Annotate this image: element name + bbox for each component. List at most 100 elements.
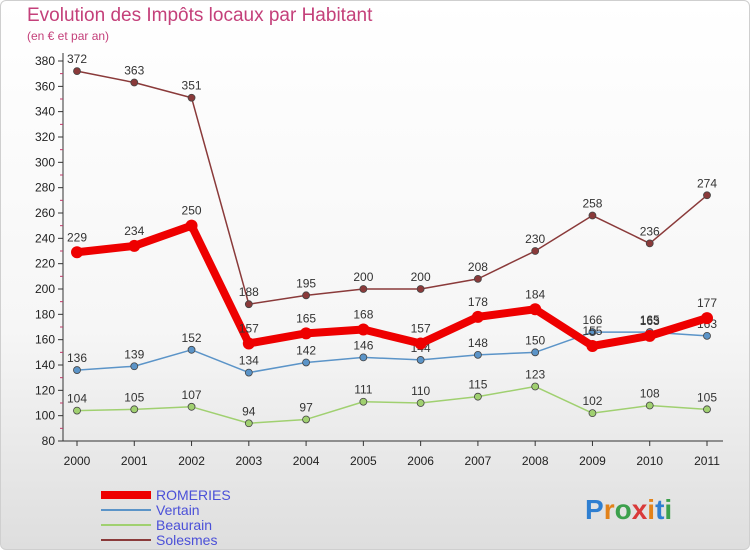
data-point — [414, 337, 427, 350]
x-tick-label: 2008 — [522, 454, 549, 468]
y-tick-label: 100 — [35, 409, 55, 423]
x-tick-label: 2010 — [636, 454, 663, 468]
data-point — [130, 78, 139, 87]
data-label: 139 — [124, 347, 144, 361]
data-label: 165 — [296, 311, 316, 325]
legend-item-beaurain: Beaurain — [101, 517, 212, 533]
y-tick-label: 300 — [35, 155, 55, 169]
y-tick-label: 140 — [35, 358, 55, 372]
data-label: 97 — [299, 400, 313, 414]
data-label: 178 — [468, 295, 488, 309]
data-label: 372 — [67, 52, 87, 66]
y-tick-label: 280 — [35, 181, 55, 195]
data-label: 142 — [296, 343, 316, 357]
data-point — [474, 392, 482, 401]
data-label: 105 — [697, 390, 717, 404]
data-point — [643, 329, 656, 342]
y-tick-label: 180 — [35, 307, 55, 321]
data-label: 230 — [525, 232, 545, 246]
data-point — [73, 366, 81, 374]
data-point — [531, 348, 540, 357]
data-label: 102 — [582, 394, 602, 408]
data-point — [359, 285, 368, 293]
legend-label: ROMERIES — [156, 487, 231, 503]
x-tick-label: 2003 — [235, 454, 262, 468]
data-label: 363 — [124, 64, 144, 78]
legend-item-vertain: Vertain — [101, 502, 200, 518]
data-label: 152 — [182, 331, 202, 345]
data-label: 184 — [525, 287, 545, 301]
data-point — [185, 219, 198, 232]
data-point — [416, 356, 425, 364]
data-point — [130, 405, 139, 414]
legend-item-solesmes: Solesmes — [101, 532, 217, 548]
series-line — [76, 331, 708, 374]
data-point — [703, 331, 711, 340]
x-tick-label: 2005 — [350, 454, 377, 468]
y-tick-label: 240 — [35, 231, 55, 245]
data-label: 168 — [353, 308, 373, 322]
logo-letter: P — [585, 494, 604, 525]
data-point — [187, 93, 196, 102]
data-point — [588, 211, 597, 220]
data-label: 123 — [525, 368, 545, 382]
logo-letter: i — [664, 494, 672, 525]
data-label: 166 — [582, 313, 602, 327]
data-point — [244, 419, 253, 428]
data-label: 258 — [582, 197, 602, 211]
data-label: 274 — [697, 176, 717, 190]
logo-letter: i — [647, 494, 655, 525]
data-label: 208 — [468, 260, 488, 274]
data-label: 105 — [124, 390, 144, 404]
x-tick-label: 2002 — [178, 454, 205, 468]
data-label: 188 — [239, 285, 259, 299]
x-tick-label: 2009 — [579, 454, 606, 468]
x-tick-label: 2000 — [64, 454, 91, 468]
x-tick-label: 2001 — [121, 454, 148, 468]
y-tick-label: 80 — [42, 434, 56, 448]
chart-title: Evolution des Impôts locaux par Habitant — [27, 5, 373, 26]
data-point — [471, 310, 484, 323]
data-label: 110 — [411, 384, 430, 398]
series-beaurain: 104 105 107 94 97 111 110 115 123 102 108 105 — [67, 368, 717, 428]
data-label: 165 — [640, 313, 660, 327]
data-point — [357, 323, 370, 336]
data-point — [244, 300, 253, 309]
data-point — [416, 399, 425, 407]
data-label: 229 — [67, 230, 87, 244]
data-point — [302, 358, 310, 367]
data-label: 115 — [468, 378, 487, 392]
y-tick-label: 260 — [35, 206, 55, 220]
data-point — [474, 350, 482, 359]
y-tick-label: 160 — [35, 333, 55, 347]
data-point — [302, 291, 310, 300]
data-label: 195 — [296, 276, 316, 290]
data-point — [531, 247, 540, 255]
y-tick-label: 220 — [35, 257, 55, 271]
data-point — [586, 340, 599, 352]
proxiti-logo: Proxiti — [585, 494, 672, 525]
y-tick-label: 340 — [35, 105, 55, 119]
data-label: 148 — [468, 336, 488, 350]
x-tick-label: 2006 — [407, 454, 434, 468]
data-point — [588, 328, 597, 336]
series-line — [76, 385, 708, 425]
series-line — [76, 70, 708, 305]
data-point — [187, 402, 196, 411]
logo-letter: r — [604, 494, 615, 525]
y-tick-label: 200 — [35, 282, 55, 296]
data-point — [645, 239, 654, 248]
data-label: 177 — [697, 296, 717, 310]
data-label: 351 — [182, 79, 202, 93]
data-point — [703, 191, 711, 200]
data-label: 150 — [525, 333, 545, 347]
data-label: 200 — [411, 270, 431, 284]
data-point — [416, 285, 425, 293]
logo-letter: t — [655, 494, 664, 525]
data-point — [73, 67, 81, 76]
data-label: 163 — [640, 314, 660, 328]
data-label: 157 — [239, 321, 259, 335]
data-point — [73, 406, 81, 415]
data-point — [300, 327, 313, 340]
data-point — [359, 353, 368, 362]
